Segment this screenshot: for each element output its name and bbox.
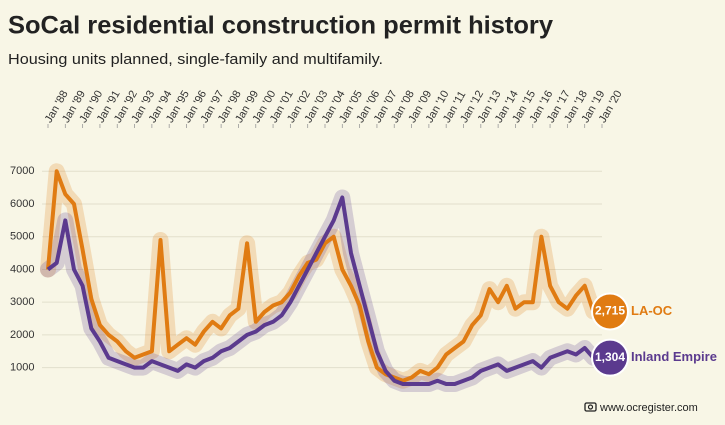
value-label: 1,304 [595, 350, 625, 364]
end-marker [591, 338, 629, 377]
end-marker [591, 292, 629, 331]
legend-label: Inland Empire [631, 349, 717, 364]
legend-label: LA-OC [631, 303, 673, 318]
y-tick-label: 6000 [10, 198, 34, 210]
y-tick-label: 3000 [10, 296, 34, 308]
y-tick-label: 1000 [10, 362, 34, 374]
chart-title: SoCal residential construction permit hi… [8, 12, 553, 40]
y-tick-label: 2000 [10, 329, 34, 341]
y-tick-label: 4000 [10, 263, 34, 275]
chart-subtitle: Housing units planned, single-family and… [8, 51, 383, 68]
y-tick-label: 7000 [10, 165, 34, 177]
line [46, 169, 596, 383]
line [46, 195, 595, 386]
source-icon [584, 402, 597, 412]
source: www.ocregister.com [599, 402, 698, 414]
y-tick-label: 5000 [10, 231, 34, 243]
value-label: 2,715 [595, 304, 625, 318]
